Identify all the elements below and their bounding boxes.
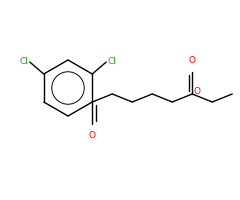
Text: Cl: Cl	[20, 58, 29, 66]
Text: Cl: Cl	[107, 58, 116, 66]
Text: O: O	[89, 131, 96, 140]
Text: O: O	[189, 56, 196, 65]
Text: O: O	[193, 87, 200, 96]
